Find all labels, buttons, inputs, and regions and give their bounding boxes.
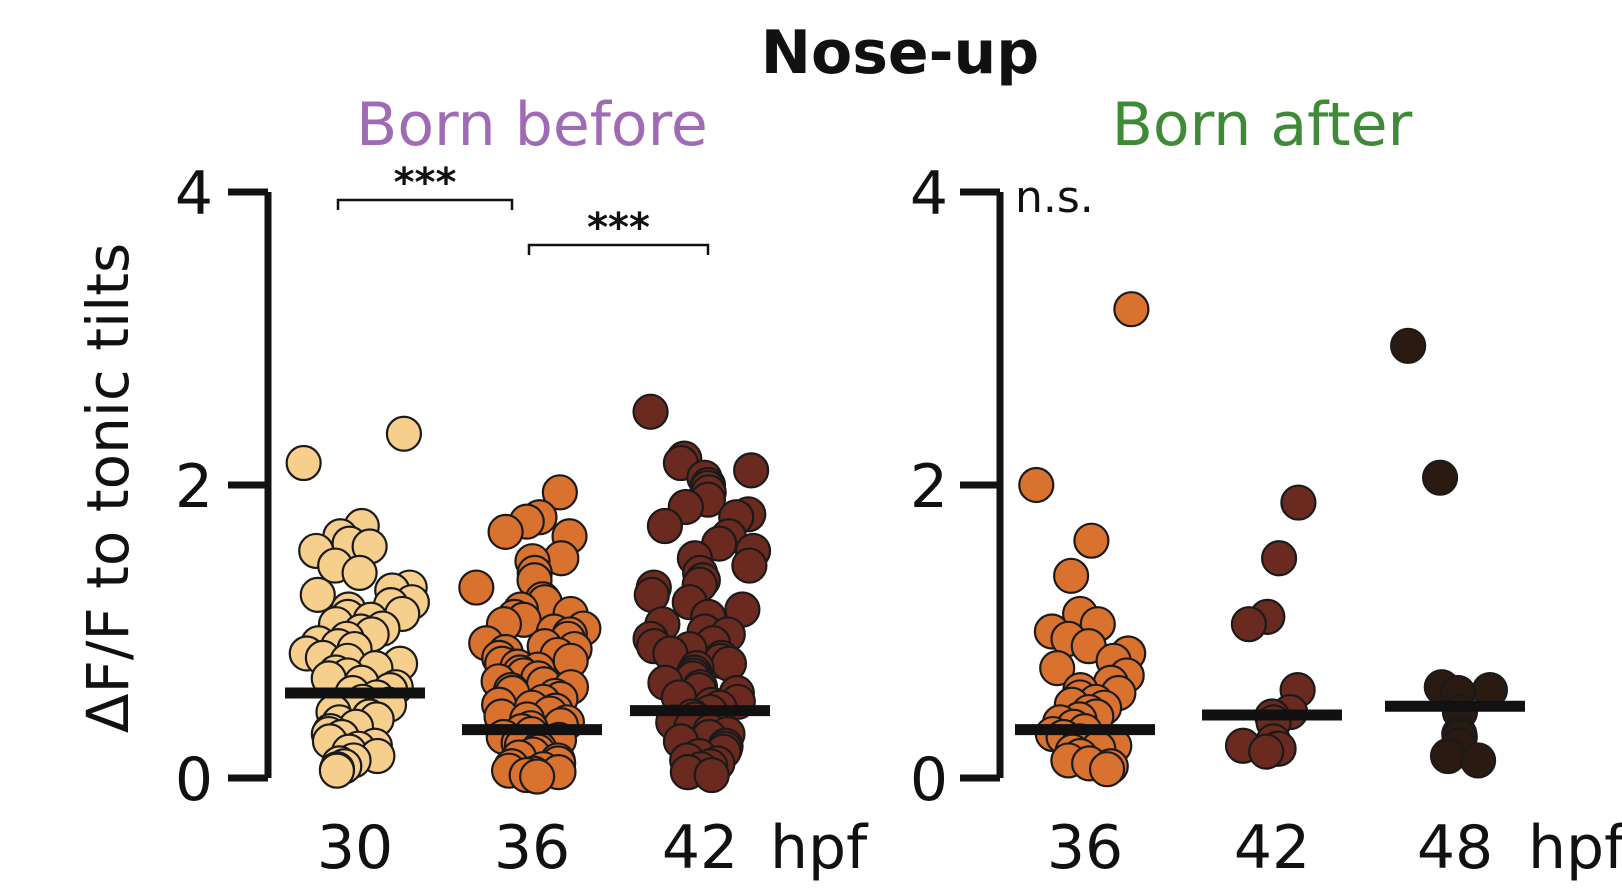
points-born-after: [1018, 291, 1509, 788]
data-point: [1053, 557, 1090, 594]
data-point: [318, 752, 356, 789]
data-point: [733, 452, 770, 489]
y-tick-label: 0: [910, 745, 948, 815]
x-category-labels-right: 36 42 48 hpf: [1047, 813, 1622, 883]
data-point: [458, 569, 495, 606]
panel-title-born-before: Born before: [356, 90, 708, 160]
x-unit-label: hpf: [770, 813, 869, 883]
data-point: [1230, 606, 1268, 643]
data-point: [1260, 540, 1298, 577]
x-unit-label: hpf: [1528, 813, 1622, 883]
significance-label: ***: [394, 160, 457, 206]
data-point: [285, 444, 322, 482]
y-axis-label: ΔF/F to tonic tilts: [74, 243, 142, 733]
data-point: [541, 474, 578, 511]
panel-born-before: Born before ΔF/F to tonic tilts 024 ****…: [74, 90, 869, 883]
data-point: [1248, 733, 1285, 770]
data-point: [299, 576, 336, 613]
data-point: [1390, 327, 1427, 364]
y-tick-label: 2: [175, 452, 213, 522]
x-category-label: 48: [1417, 813, 1493, 883]
data-point: [632, 393, 669, 430]
significance-brackets: *** ***: [336, 160, 710, 255]
significance-bracket: [336, 198, 514, 210]
y-tick-labels-right: 0 2 4: [910, 159, 948, 815]
data-point: [341, 554, 378, 592]
data-point: [1429, 737, 1467, 775]
x-category-label: 42: [662, 813, 738, 883]
y-tick-label: 4: [910, 159, 948, 229]
x-category-labels-left: 30 36 42 hpf: [317, 813, 869, 883]
significance-label: ***: [587, 205, 650, 251]
data-point: [1018, 466, 1055, 504]
figure-title: Nose-up: [761, 18, 1039, 88]
data-point: [1113, 291, 1150, 328]
y-tick-label: 0: [175, 745, 213, 815]
panel-title-born-after: Born after: [1112, 90, 1413, 160]
y-axis-right: [960, 188, 1004, 782]
y-axis-left: [228, 188, 272, 782]
y-tick-labels-left: 0 2 4: [175, 159, 213, 815]
data-point: [1459, 742, 1497, 779]
data-point: [1421, 459, 1459, 496]
data-point: [693, 756, 730, 794]
data-point: [1039, 650, 1076, 687]
points-born-before: [285, 393, 772, 795]
y-tick-label: 2: [910, 452, 948, 522]
x-category-label: 36: [1047, 813, 1123, 883]
ns-annotation: n.s.: [1015, 172, 1094, 223]
x-category-label: 30: [317, 813, 393, 883]
data-point: [519, 758, 556, 795]
data-point: [385, 415, 423, 452]
y-tick-label: 4: [175, 159, 213, 229]
significance-bracket: [527, 243, 710, 255]
data-point: [487, 513, 524, 550]
x-category-label: 42: [1234, 813, 1310, 883]
data-point: [646, 507, 684, 545]
data-point: [731, 547, 768, 584]
data-point: [1073, 522, 1110, 559]
medians-born-before: [285, 687, 770, 736]
data-point: [1280, 484, 1317, 521]
medians-born-after: [1015, 700, 1525, 736]
panel-born-after: Born after 0 2 4 n.s. 36 42 48 hpf: [910, 90, 1622, 883]
data-point: [1088, 751, 1126, 788]
x-category-label: 36: [494, 813, 570, 883]
